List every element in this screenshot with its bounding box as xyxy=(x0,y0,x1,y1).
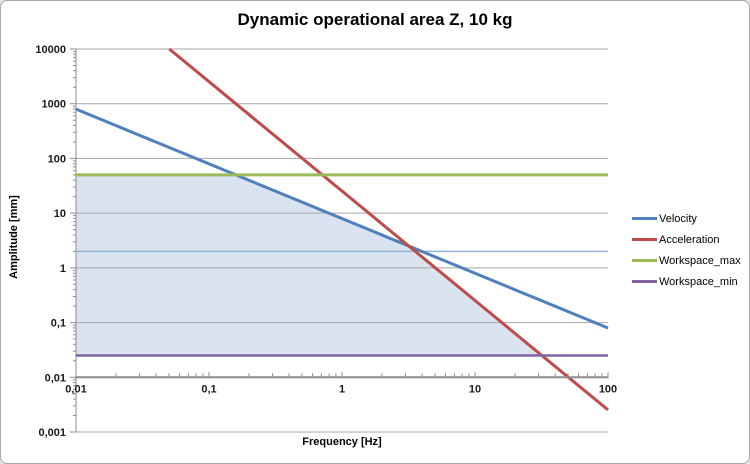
svg-text:1000: 1000 xyxy=(42,99,66,111)
svg-text:10: 10 xyxy=(469,383,481,395)
x-axis xyxy=(75,372,609,379)
x-axis-title: Frequency [Hz] xyxy=(302,436,382,448)
y-tick-labels: 10000 1000 100 10 1 0,1 0,01 0,001 xyxy=(35,44,66,439)
legend-item-acceleration: Acceleration xyxy=(632,229,741,250)
series-acceleration xyxy=(168,47,609,412)
series-velocity xyxy=(75,107,609,330)
legend: Velocity Acceleration Workspace_max Workspa… xyxy=(632,208,741,292)
legend-label: Acceleration xyxy=(659,233,720,246)
legend-item-workspace_max: Workspace_max xyxy=(632,250,741,271)
y-axis xyxy=(70,48,77,433)
svg-text:100: 100 xyxy=(48,153,66,165)
operational-area-fill xyxy=(76,174,542,356)
chart-title: Dynamic operational area Z, 10 kg xyxy=(237,10,513,29)
svg-text:0,1: 0,1 xyxy=(201,383,216,395)
x-tick-labels: 0,01 0,1 1 10 100 xyxy=(65,383,617,395)
y-axis-title: Amplitude [mm] xyxy=(8,195,20,279)
legend-label: Workspace_min xyxy=(659,275,738,288)
svg-text:10000: 10000 xyxy=(35,44,66,56)
svg-text:1: 1 xyxy=(339,383,345,395)
svg-text:0,01: 0,01 xyxy=(45,372,66,384)
legend-item-workspace_min: Workspace_min xyxy=(632,271,741,292)
legend-item-velocity: Velocity xyxy=(632,208,741,229)
legend-label: Workspace_max xyxy=(659,254,741,267)
legend-line-swatch xyxy=(632,280,657,283)
legend-line-swatch xyxy=(632,238,657,241)
legend-label: Velocity xyxy=(659,212,697,225)
legend-line-swatch xyxy=(632,259,657,262)
svg-text:10: 10 xyxy=(54,208,66,220)
svg-text:0,001: 0,001 xyxy=(38,427,66,439)
svg-text:0,01: 0,01 xyxy=(65,383,86,395)
svg-text:0,1: 0,1 xyxy=(51,318,66,330)
legend-line-swatch xyxy=(632,217,657,220)
svg-text:1: 1 xyxy=(60,263,66,275)
svg-text:100: 100 xyxy=(599,383,617,395)
